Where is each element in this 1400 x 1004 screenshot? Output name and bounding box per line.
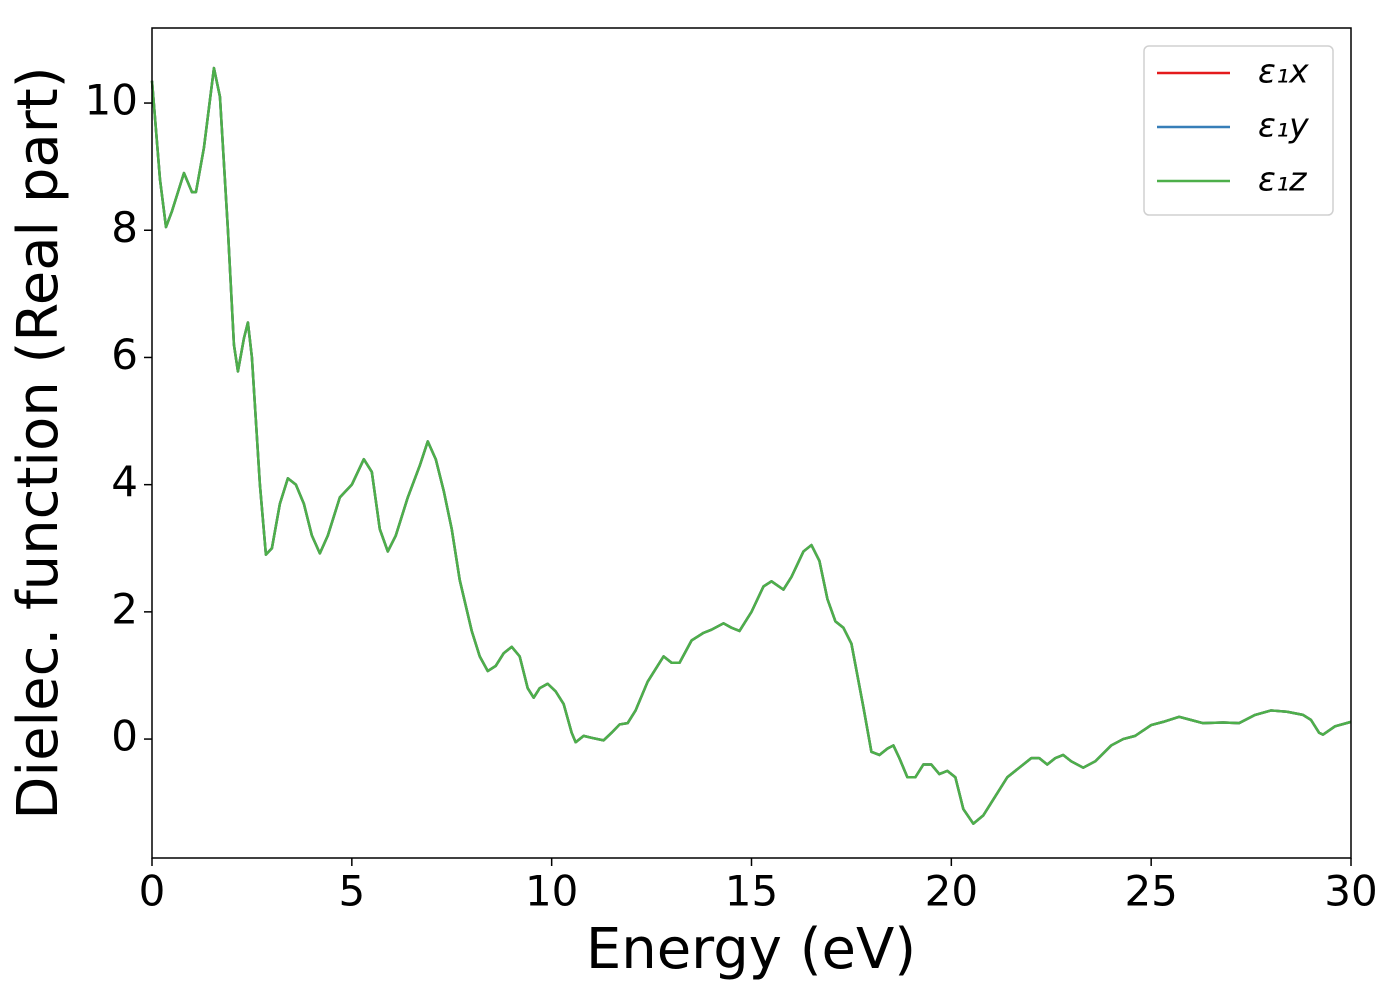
legend-label: ε₁y [1258,106,1309,145]
legend-label: ε₁z [1258,160,1307,199]
legend: ε₁x ε₁y ε₁z [1143,45,1334,216]
x-tick-label: 20 [925,867,978,916]
y-tick-label: 0 [111,712,138,761]
y-tick-label: 4 [111,457,138,506]
x-tick-label: 15 [725,867,778,916]
line-series [150,66,1352,825]
y-tick-label: 2 [111,584,138,633]
plot-frame [151,27,1352,859]
y-tick-label: 6 [111,330,138,379]
y-tick-label: 10 [85,76,138,125]
legend-label: ε₁x [1258,52,1309,91]
x-axis-label: Energy (eV) [586,917,916,982]
x-tick-label: 25 [1124,867,1177,916]
x-tick-label: 5 [338,867,365,916]
x-tick-label: 0 [139,867,166,916]
y-tick-label: 8 [111,203,138,252]
x-tick-label: 30 [1324,867,1377,916]
legend-box [1143,45,1334,216]
x-tick-label: 10 [525,867,578,916]
y-axis-label: Dielec. function (Real part) [6,66,71,819]
